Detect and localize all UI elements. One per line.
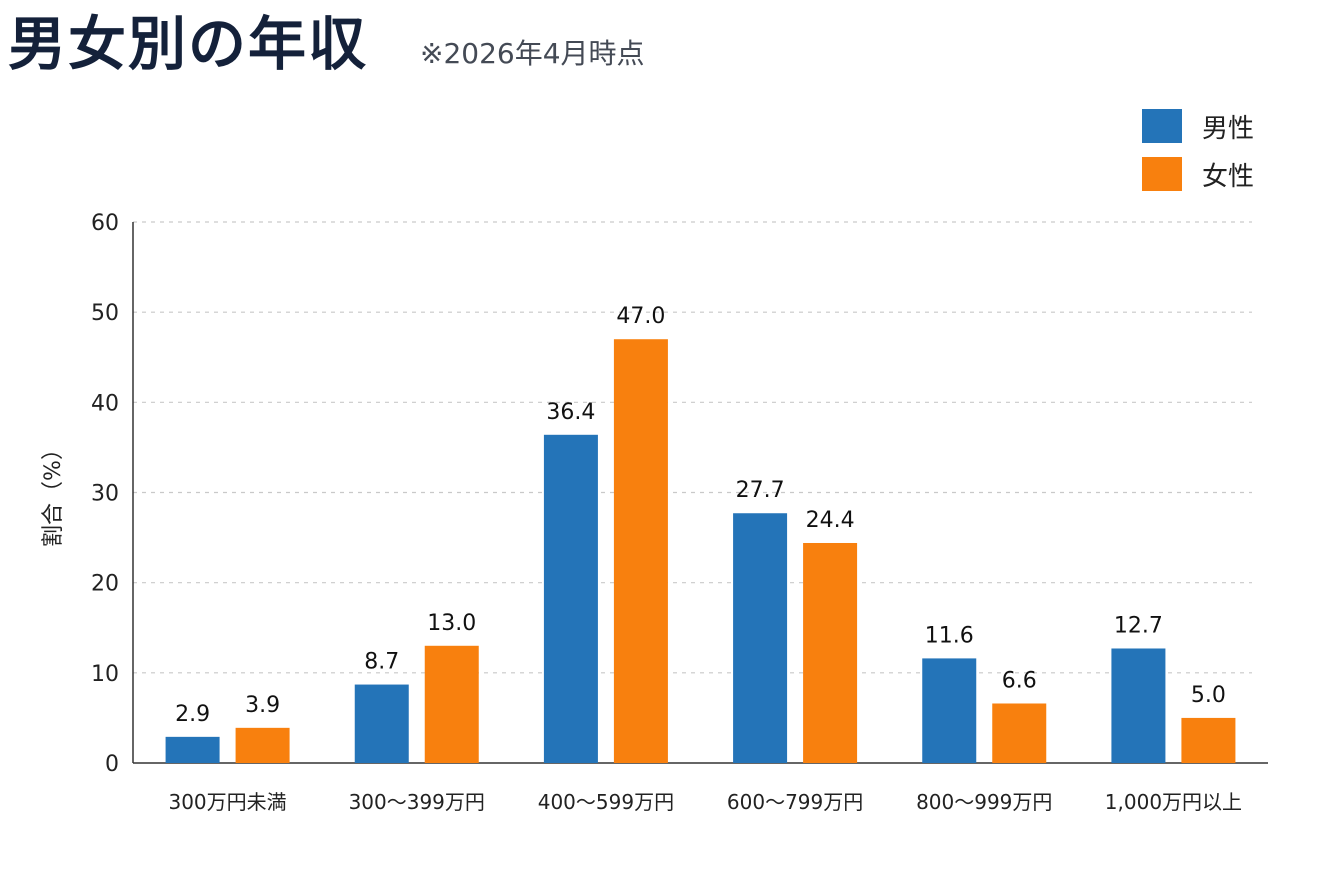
data-label: 24.4 <box>806 508 855 533</box>
y-tick-label: 40 <box>91 391 119 416</box>
bar-male <box>922 658 977 763</box>
legend-item-male: 男性 <box>1142 102 1254 150</box>
x-tick-label: 1,000万円以上 <box>1105 790 1242 814</box>
bar-female <box>992 703 1047 763</box>
x-tick-label: 300〜399万円 <box>349 790 485 814</box>
data-label: 12.7 <box>1114 613 1163 638</box>
y-tick-label: 0 <box>105 752 119 777</box>
data-label: 5.0 <box>1191 683 1226 708</box>
y-tick-label: 50 <box>91 301 119 326</box>
data-label: 27.7 <box>736 478 785 503</box>
bar-female <box>235 727 290 763</box>
legend-label-male: 男性 <box>1202 113 1255 144</box>
y-tick-label: 20 <box>91 572 119 597</box>
legend-label-female: 女性 <box>1202 161 1255 192</box>
y-tick-label: 10 <box>91 662 119 687</box>
bar-male <box>733 513 788 763</box>
x-tick-label: 600〜799万円 <box>727 790 863 814</box>
data-label: 13.0 <box>427 611 476 636</box>
bar-male <box>165 736 220 763</box>
bar-male <box>354 684 409 763</box>
data-label: 36.4 <box>546 400 595 425</box>
bar-male <box>543 434 598 763</box>
bar-female <box>803 542 858 763</box>
x-tick-label: 300万円未満 <box>168 790 286 814</box>
legend: 男性 女性 <box>1142 102 1254 198</box>
chart-title: 男女別の年収 <box>8 10 369 78</box>
date-note: ※2026年4月時点 <box>420 37 645 70</box>
bar-male <box>1111 648 1166 763</box>
data-label: 11.6 <box>925 623 974 648</box>
legend-item-female: 女性 <box>1142 150 1254 198</box>
bar-female <box>1181 717 1236 763</box>
x-tick-label: 400〜599万円 <box>538 790 674 814</box>
legend-swatch-male <box>1142 109 1182 143</box>
y-tick-label: 30 <box>91 482 119 507</box>
data-label: 47.0 <box>616 304 665 329</box>
data-label: 2.9 <box>175 702 210 727</box>
bar-female <box>424 645 479 763</box>
data-label: 3.9 <box>245 693 280 718</box>
x-tick-label: 800〜999万円 <box>916 790 1052 814</box>
y-axis-label: 割合（%） <box>41 438 66 547</box>
y-tick-label: 60 <box>91 211 119 236</box>
legend-swatch-female <box>1142 157 1182 191</box>
bar-female <box>613 339 668 763</box>
data-label: 8.7 <box>364 650 399 675</box>
data-label: 6.6 <box>1002 668 1037 693</box>
